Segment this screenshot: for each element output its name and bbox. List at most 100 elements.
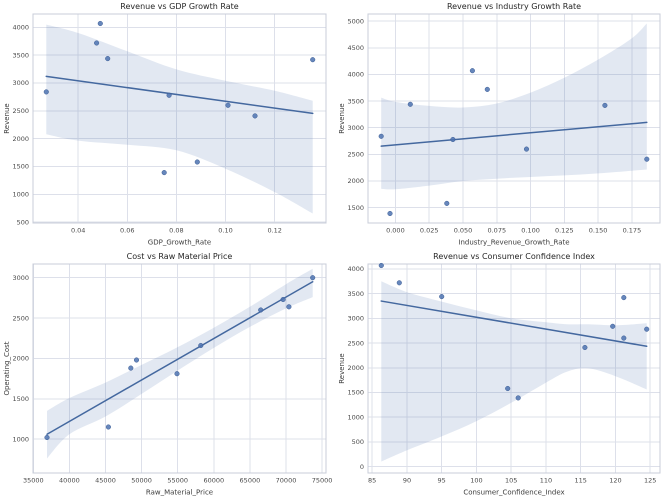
data-point bbox=[286, 304, 292, 310]
x-tick-label: 65000 bbox=[240, 477, 261, 485]
x-tick-label: 0.08 bbox=[169, 227, 183, 235]
scatter-points bbox=[378, 68, 650, 217]
chart-text: Revenue vs GDP Growth Rate 0.04 0.06 0.08 0.… bbox=[3, 2, 282, 247]
x-tick-label: 0.12 bbox=[267, 227, 281, 235]
y-tick-label: 2500 bbox=[12, 314, 29, 322]
data-point bbox=[43, 89, 49, 95]
chart-title: Revenue vs Consumer Confidence Index bbox=[433, 252, 595, 261]
x-tick-label: 0.050 bbox=[454, 227, 473, 235]
regression-line bbox=[380, 300, 648, 348]
data-point bbox=[94, 40, 100, 46]
x-tick-label: 120 bbox=[609, 477, 621, 485]
y-tick-label: 2500 bbox=[347, 151, 364, 159]
data-point bbox=[621, 335, 627, 341]
data-point bbox=[198, 342, 204, 349]
y-tick-label: 2500 bbox=[347, 339, 364, 347]
x-axis-label: Industry_Revenue_Growth_Rate bbox=[458, 239, 569, 247]
x-tick-label: 125 bbox=[644, 477, 656, 485]
subplot-cost-vs-raw-material-price: Cost vs Raw Material Price 35000 40000 4500… bbox=[0, 250, 335, 500]
x-tick-label: 40000 bbox=[59, 477, 80, 485]
x-tick-label: 0.10 bbox=[218, 227, 232, 235]
data-point bbox=[378, 133, 384, 139]
x-tick-label: 110 bbox=[540, 477, 552, 485]
data-point bbox=[407, 101, 413, 107]
data-point bbox=[396, 280, 402, 286]
x-tick-label: 0.150 bbox=[589, 227, 608, 235]
chart-title: Revenue vs GDP Growth Rate bbox=[120, 2, 238, 11]
chart-text: Revenue vs Consumer Confidence Index 85 90… bbox=[338, 252, 656, 497]
grid-lines bbox=[32, 264, 326, 473]
subplot-revenue-vs-industry-growth-rate: Revenue vs Industry Growth Rate 0.000 0.02… bbox=[335, 0, 669, 250]
y-tick-label: 1500 bbox=[12, 395, 29, 403]
y-tick-label: 1500 bbox=[347, 389, 364, 397]
scatter-points bbox=[44, 275, 316, 441]
confidence-band bbox=[47, 268, 313, 459]
data-point bbox=[194, 159, 200, 165]
y-tick-label: 5000 bbox=[347, 17, 364, 25]
data-point bbox=[621, 295, 627, 301]
x-tick-label: 35000 bbox=[23, 477, 44, 485]
x-axis-label: GDP_Growth_Rate bbox=[148, 239, 211, 247]
data-point bbox=[439, 294, 445, 300]
data-point bbox=[469, 68, 475, 74]
x-tick-label: 0.000 bbox=[386, 227, 405, 235]
data-point bbox=[225, 102, 231, 108]
plot-border bbox=[32, 13, 327, 224]
chart-text: Revenue vs Industry Growth Rate 0.000 0.02… bbox=[338, 2, 641, 247]
regression-line bbox=[380, 121, 648, 147]
subplot-revenue-vs-gdp-growth-rate: Revenue vs GDP Growth Rate 0.04 0.06 0.08 0.… bbox=[0, 0, 335, 250]
scatter-chart-revenue-vs-gdp: Revenue vs GDP Growth Rate 0.04 0.06 0.08 0.… bbox=[3, 2, 327, 247]
y-tick-label: 3000 bbox=[347, 124, 364, 132]
grid-lines bbox=[368, 264, 660, 473]
y-axis-label: Revenue bbox=[338, 353, 346, 384]
y-tick-label: 1000 bbox=[12, 191, 29, 199]
data-point bbox=[161, 170, 167, 176]
data-point bbox=[252, 113, 258, 119]
y-axis-label: Revenue bbox=[3, 103, 11, 134]
y-tick-label: 3500 bbox=[12, 51, 29, 59]
x-tick-label: 75000 bbox=[312, 477, 333, 485]
data-point bbox=[644, 156, 650, 162]
y-tick-label: 2000 bbox=[347, 364, 364, 372]
x-tick-label: 0.175 bbox=[623, 227, 642, 235]
data-point bbox=[97, 20, 103, 27]
scatter-points bbox=[43, 20, 316, 176]
x-tick-label: 90 bbox=[403, 477, 411, 485]
grid-lines bbox=[33, 14, 326, 223]
data-point bbox=[310, 57, 316, 63]
y-tick-label: 1000 bbox=[12, 435, 29, 443]
data-point bbox=[378, 262, 384, 269]
grid-lines bbox=[368, 14, 660, 223]
y-tick-label: 3000 bbox=[347, 315, 364, 323]
data-point bbox=[523, 146, 530, 152]
scatter-chart-revenue-vs-industry: Revenue vs Industry Growth Rate 0.000 0.02… bbox=[338, 2, 661, 247]
regression-line bbox=[45, 75, 314, 115]
x-tick-label: 85 bbox=[368, 477, 376, 485]
y-tick-label: 1500 bbox=[347, 204, 364, 212]
data-point bbox=[644, 326, 650, 332]
x-axis-label: Raw_Material_Price bbox=[146, 489, 213, 497]
scatter-points bbox=[378, 262, 650, 401]
y-tick-label: 3000 bbox=[12, 274, 29, 282]
data-point bbox=[44, 434, 50, 441]
x-tick-label: 105 bbox=[505, 477, 517, 485]
data-point bbox=[610, 323, 616, 329]
confidence-band bbox=[381, 281, 647, 462]
plot-border bbox=[367, 13, 661, 224]
y-tick-label: 3500 bbox=[347, 97, 364, 105]
y-tick-label: 500 bbox=[17, 218, 29, 226]
data-point bbox=[387, 210, 393, 217]
data-point bbox=[310, 275, 316, 281]
x-tick-label: 55000 bbox=[167, 477, 188, 485]
y-tick-label: 4000 bbox=[347, 71, 364, 79]
data-point bbox=[258, 307, 264, 313]
x-tick-label: 0.100 bbox=[521, 227, 540, 235]
y-tick-label: 4000 bbox=[12, 24, 29, 32]
y-tick-label: 3500 bbox=[347, 290, 364, 298]
regression-line bbox=[46, 281, 314, 436]
y-axis-label: Revenue bbox=[338, 103, 346, 134]
data-point bbox=[105, 56, 111, 62]
x-tick-label: 95 bbox=[438, 477, 446, 485]
x-tick-label: 45000 bbox=[95, 477, 116, 485]
